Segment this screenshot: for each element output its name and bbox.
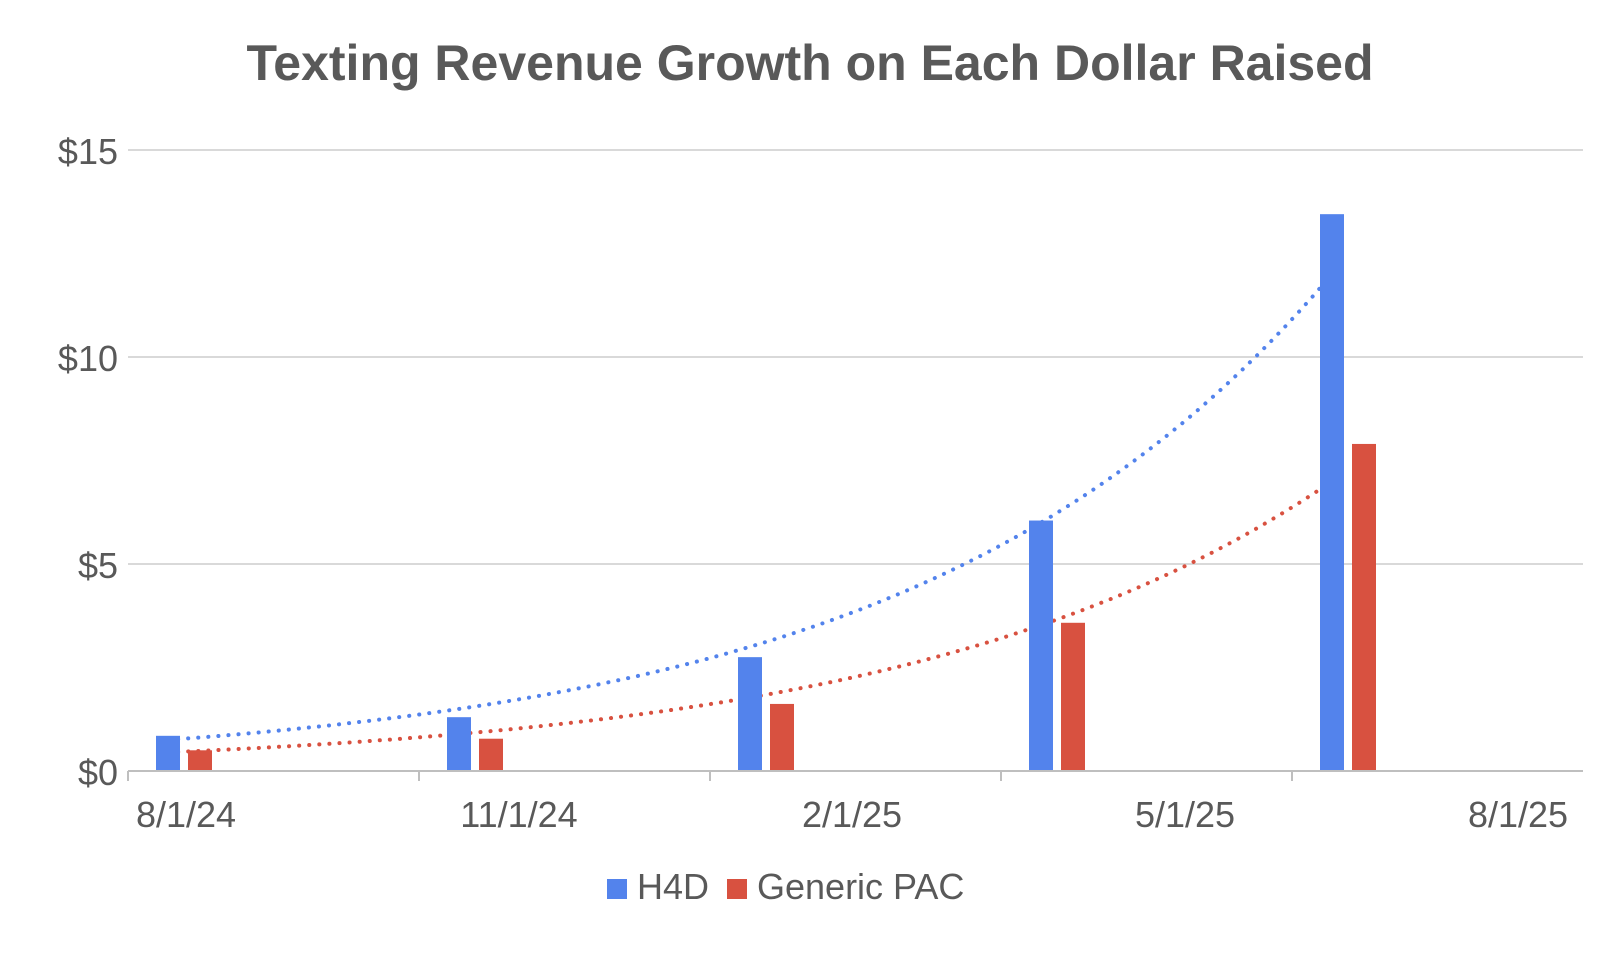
bar-generic-pac — [770, 703, 794, 771]
bar-generic-pac — [479, 738, 503, 771]
legend-label: H4D — [637, 866, 709, 907]
legend-label: Generic PAC — [757, 866, 964, 907]
x-tick-label: 11/1/24 — [460, 794, 577, 835]
chart-title: Texting Revenue Growth on Each Dollar Ra… — [246, 35, 1373, 91]
bar-h4d — [447, 717, 471, 771]
bar-generic-pac — [188, 750, 212, 771]
trendline-generic-pac — [166, 470, 1346, 755]
y-tick-label: $0 — [78, 752, 118, 793]
legend-swatch — [607, 879, 627, 899]
y-tick-label: $10 — [58, 338, 118, 379]
bar-generic-pac — [1352, 443, 1376, 771]
bar-h4d — [156, 735, 180, 771]
trendline-h4d — [166, 257, 1346, 742]
x-tick-label: 8/1/24 — [136, 794, 236, 835]
bar-generic-pac — [1061, 622, 1085, 771]
legend-swatch — [727, 879, 747, 899]
axes: 8/1/24 11/1/24 2/1/25 5/1/25 8/1/25 — [127, 770, 1583, 835]
legend: H4D Generic PAC — [607, 866, 964, 907]
bar-h4d — [738, 657, 762, 771]
gridlines: $0 $5 $10 $15 — [58, 131, 1583, 793]
bars — [156, 214, 1376, 772]
x-tick-label: 8/1/25 — [1468, 794, 1568, 835]
y-tick-label: $5 — [78, 545, 118, 586]
bar-h4d — [1029, 520, 1053, 771]
trendlines — [166, 257, 1346, 755]
x-tick-label: 5/1/25 — [1135, 794, 1235, 835]
y-tick-label: $15 — [58, 131, 118, 172]
x-tick-label: 2/1/25 — [802, 794, 902, 835]
bar-h4d — [1320, 214, 1344, 772]
